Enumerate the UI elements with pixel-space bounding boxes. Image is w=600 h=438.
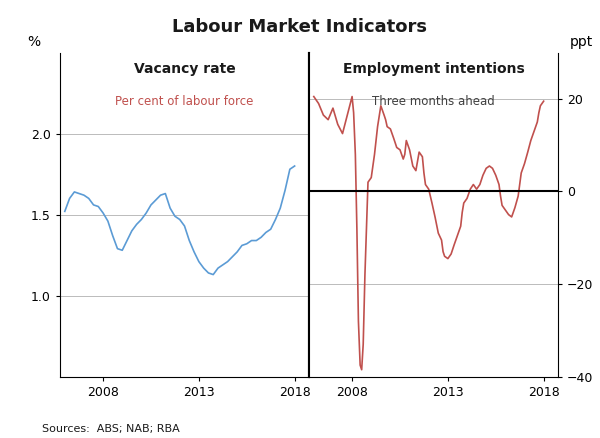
Text: Labour Market Indicators: Labour Market Indicators (173, 18, 427, 35)
Text: Three months ahead: Three months ahead (372, 95, 495, 108)
Text: Sources:  ABS; NAB; RBA: Sources: ABS; NAB; RBA (42, 424, 180, 434)
Text: Per cent of labour force: Per cent of labour force (115, 95, 254, 108)
Text: %: % (28, 35, 41, 49)
Text: ppt: ppt (569, 35, 593, 49)
Text: Vacancy rate: Vacancy rate (134, 62, 235, 76)
Text: Employment intentions: Employment intentions (343, 62, 524, 76)
